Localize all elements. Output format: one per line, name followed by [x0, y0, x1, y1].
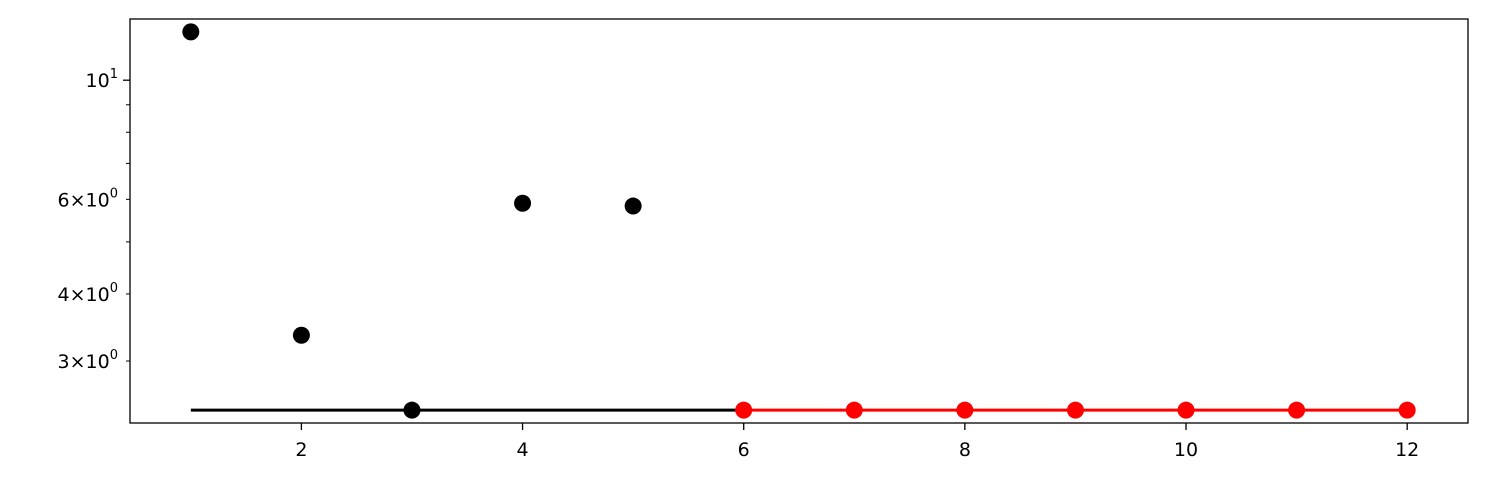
data-point [292, 326, 310, 344]
x-tick-label: 2 [295, 439, 307, 461]
plot-frame [129, 18, 1469, 424]
series-layer [182, 23, 1416, 419]
y-tick-label: 6×100 [58, 186, 118, 211]
x-tick-label: 6 [738, 439, 750, 461]
data-point [845, 401, 863, 419]
data-point [1066, 401, 1084, 419]
data-point [956, 401, 974, 419]
series-2 [735, 401, 1416, 419]
data-point [514, 194, 532, 212]
y-tick-label: 101 [86, 67, 118, 92]
x-tick-label: 10 [1174, 439, 1198, 461]
data-point [1398, 401, 1416, 419]
x-axis: 2 4 6 8 10 12 [295, 423, 1419, 461]
data-point [1288, 401, 1306, 419]
plot-area [130, 19, 1468, 423]
x-tick-label: 4 [517, 439, 529, 461]
y-axis: 101 3×100 4×100 6×100 [58, 67, 130, 373]
y-tick-label: 3×100 [58, 348, 118, 373]
y-tick-label: 4×100 [58, 281, 118, 306]
x-tick-label: 8 [959, 439, 971, 461]
data-point [182, 23, 200, 41]
data-point [1177, 401, 1195, 419]
data-point [624, 197, 642, 215]
data-point [735, 401, 753, 419]
x-tick-label: 12 [1395, 439, 1419, 461]
